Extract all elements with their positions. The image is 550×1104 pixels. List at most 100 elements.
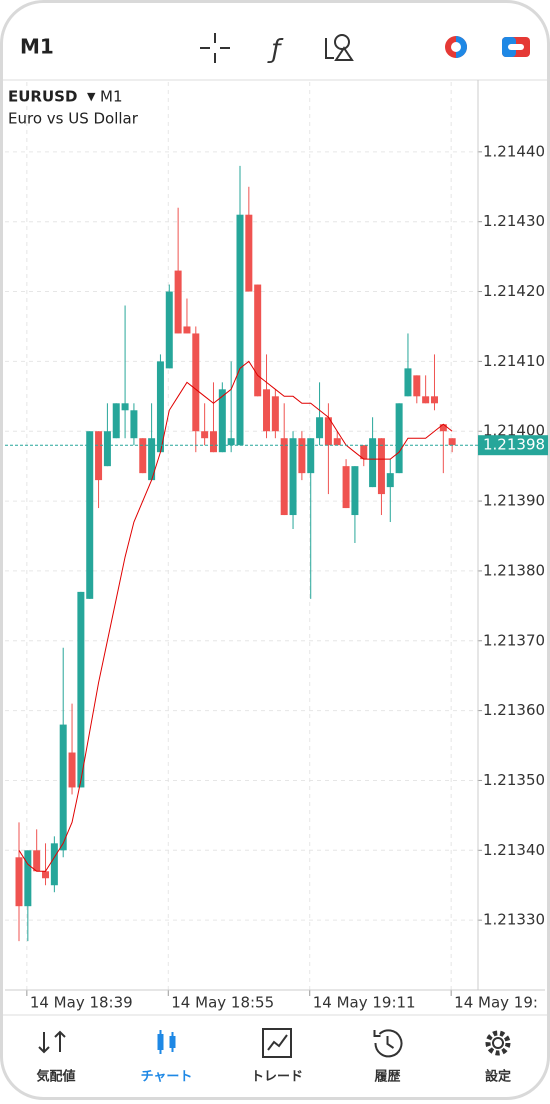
- candle-body: [360, 445, 368, 460]
- candle-body: [333, 438, 341, 446]
- tab-icon: [262, 1028, 292, 1058]
- candle-body: [218, 389, 226, 453]
- y-tick-label: 1.21410: [483, 352, 545, 370]
- candle-body: [369, 438, 377, 488]
- tab-icon: [386, 1036, 395, 1049]
- tab[interactable]: 気配値: [36, 1030, 76, 1085]
- symbol-description: Euro vs US Dollar: [8, 110, 139, 128]
- candle-body: [263, 389, 271, 432]
- candle-body: [404, 368, 412, 397]
- dropdown-arrow[interactable]: ▼: [87, 90, 96, 103]
- candle-body: [121, 403, 129, 411]
- candle-body: [413, 375, 421, 397]
- candle-body: [209, 431, 217, 453]
- y-tick-label: 1.21390: [483, 492, 545, 510]
- symbol-timeframe: M1: [100, 88, 123, 106]
- last-price-box: [478, 435, 548, 456]
- candle-body: [254, 284, 262, 397]
- y-tick-label: 1.21330: [483, 911, 545, 929]
- candle-body: [33, 850, 41, 872]
- candle-body: [280, 438, 288, 516]
- tab-icon: [38, 1030, 66, 1054]
- candle-body: [439, 424, 447, 432]
- trade-icon[interactable]: [445, 36, 467, 58]
- last-price-label: 1.21398: [483, 436, 545, 454]
- timeframe-button[interactable]: M1: [20, 35, 54, 59]
- objects-icon[interactable]: [325, 34, 354, 61]
- candle-body: [68, 752, 76, 788]
- y-tick-label: 1.21420: [483, 282, 545, 300]
- y-tick-label: 1.21440: [483, 142, 545, 160]
- tab-icon: [485, 1030, 511, 1056]
- candle-body: [324, 417, 332, 446]
- tab-icon: [492, 1037, 504, 1049]
- crosshair-icon[interactable]: [200, 33, 230, 63]
- account-icon[interactable]: [502, 37, 530, 57]
- tab[interactable]: チャート: [141, 1030, 193, 1085]
- candle-body: [148, 438, 156, 481]
- candle-body: [183, 326, 191, 334]
- y-tick-label: 1.21350: [483, 771, 545, 789]
- x-tick-label: 14 May 19:: [454, 994, 538, 1012]
- candle-body: [103, 431, 111, 467]
- y-tick-label: 1.21370: [483, 631, 545, 649]
- candle-body: [77, 591, 85, 788]
- candle-body: [298, 438, 306, 474]
- chart: 1.214401.214301.214201.214101.214001.213…: [5, 80, 548, 1012]
- candle-body: [112, 403, 120, 439]
- y-tick-label: 1.21380: [483, 561, 545, 579]
- candle-body: [156, 361, 164, 453]
- candle-body: [448, 438, 456, 446]
- candle-body: [130, 410, 138, 439]
- candle-body: [227, 438, 235, 446]
- tab-label: 履歴: [374, 1070, 400, 1085]
- tab-bar: 気配値 チャート トレード 履歴 設定: [36, 1028, 511, 1085]
- tab-label: トレード: [251, 1070, 303, 1085]
- x-tick-label: 14 May 18:39: [30, 994, 133, 1012]
- candle-body: [236, 214, 244, 446]
- candle-body: [201, 431, 209, 439]
- candle-body: [245, 214, 253, 292]
- tab-icon: [373, 1030, 381, 1037]
- candle-body: [15, 857, 23, 907]
- candle-body: [342, 466, 350, 509]
- candle-body: [271, 396, 279, 432]
- candle-body: [422, 396, 430, 404]
- candle-body: [307, 438, 315, 474]
- candle-body: [386, 473, 394, 488]
- y-tick-label: 1.21430: [483, 212, 545, 230]
- candle-body: [395, 403, 403, 474]
- tab-label: 設定: [485, 1069, 511, 1085]
- y-tick-label: 1.21340: [483, 841, 545, 859]
- candle-body: [86, 431, 94, 599]
- tab-icon: [157, 1030, 176, 1054]
- tab[interactable]: 設定: [485, 1030, 511, 1085]
- candle-body: [192, 333, 200, 432]
- candle-body: [165, 291, 173, 369]
- y-tick-label: 1.21360: [483, 701, 545, 719]
- tab-icon: [374, 1029, 403, 1058]
- candle-body: [95, 431, 103, 481]
- tab-label: チャート: [141, 1070, 193, 1085]
- candle-body: [24, 850, 32, 907]
- indicator-icon[interactable]: ƒ: [266, 35, 284, 65]
- candle-body: [289, 438, 297, 516]
- candle-body: [351, 466, 359, 516]
- candle-body: [430, 396, 438, 404]
- x-tick-label: 14 May 18:55: [171, 994, 274, 1012]
- x-tick-label: 14 May 19:11: [313, 994, 416, 1012]
- tab-icon: [267, 1034, 288, 1051]
- candle-body: [42, 871, 50, 879]
- symbol-name: EURUSD: [8, 88, 77, 106]
- candle-body: [316, 417, 324, 439]
- candle-body: [50, 843, 58, 886]
- candle-body: [174, 270, 182, 334]
- tab[interactable]: トレード: [251, 1028, 303, 1085]
- candle-body: [59, 724, 67, 851]
- candle-body: [139, 438, 147, 474]
- candle-body: [377, 438, 385, 495]
- tab[interactable]: 履歴: [373, 1029, 403, 1085]
- moving-average: [18, 360, 453, 872]
